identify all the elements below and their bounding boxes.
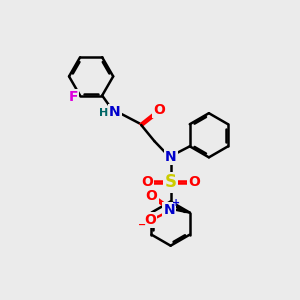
Text: N: N	[109, 105, 121, 119]
Text: +: +	[172, 198, 181, 208]
Text: H: H	[99, 108, 108, 118]
Text: −: −	[138, 220, 146, 230]
Text: O: O	[188, 176, 200, 189]
Text: O: O	[141, 176, 153, 189]
Text: N: N	[163, 202, 175, 217]
Text: O: O	[144, 213, 156, 227]
Text: S: S	[165, 173, 177, 191]
Text: O: O	[153, 103, 165, 117]
Text: N: N	[165, 150, 176, 164]
Text: F: F	[69, 90, 78, 104]
Text: O: O	[146, 189, 158, 203]
